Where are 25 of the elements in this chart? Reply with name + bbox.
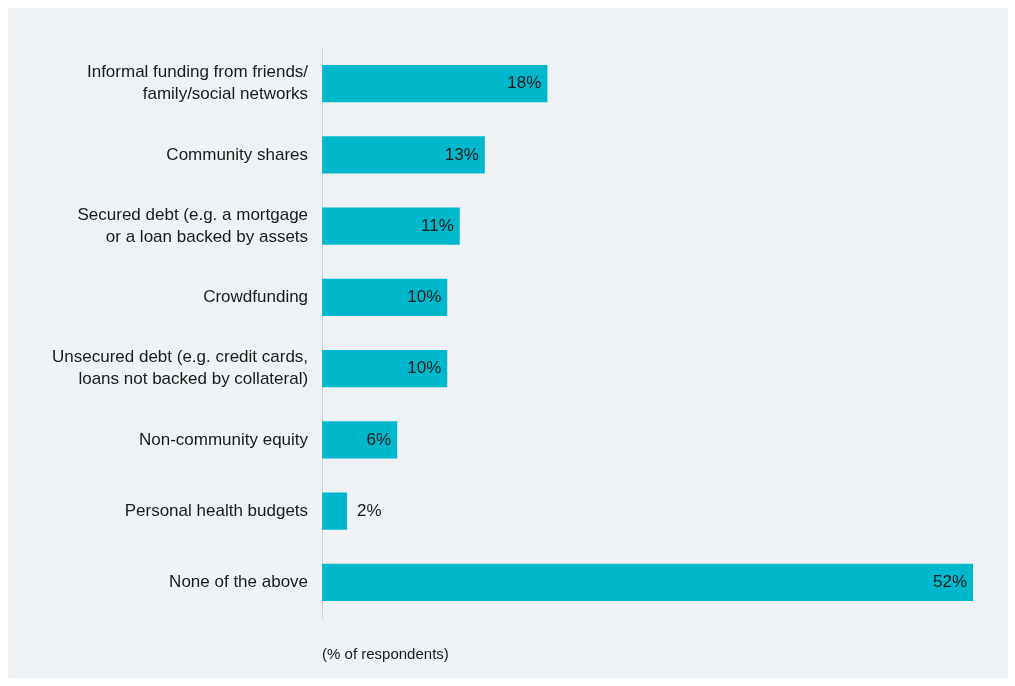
y-tick-label: Community shares [166, 144, 309, 164]
data-label: 13% [444, 144, 479, 164]
data-label: 18% [507, 73, 542, 93]
y-tick-label: Personal health budgets [124, 500, 309, 520]
data-label: 52% [932, 572, 967, 592]
bar [322, 563, 973, 601]
data-label: 10% [407, 287, 442, 307]
y-tick-label: Non-community equity [138, 429, 309, 449]
bar [322, 278, 448, 316]
bar [322, 350, 448, 388]
data-label: 6% [366, 429, 392, 449]
bar [322, 65, 548, 103]
bar [322, 207, 460, 245]
data-label: 10% [407, 358, 442, 378]
y-tick-label: Crowdfunding [203, 287, 309, 307]
data-label: 2% [357, 500, 382, 520]
bar [322, 421, 398, 459]
y-tick-label: Unsecured debt (e.g. credit cards, loans not backed by collateral) [51, 347, 309, 389]
y-tick-label: Informal funding from friends/ family/social networks [86, 62, 309, 104]
bar [322, 136, 485, 174]
y-tick-label: None of the above [169, 572, 309, 592]
data-label: 11% [421, 215, 454, 235]
y-tick-label: Secured debt (e.g. a mortgage or a loan backed by assets [77, 204, 309, 246]
bar [322, 492, 348, 530]
x-axis-title: (% of respondents) [322, 645, 449, 663]
